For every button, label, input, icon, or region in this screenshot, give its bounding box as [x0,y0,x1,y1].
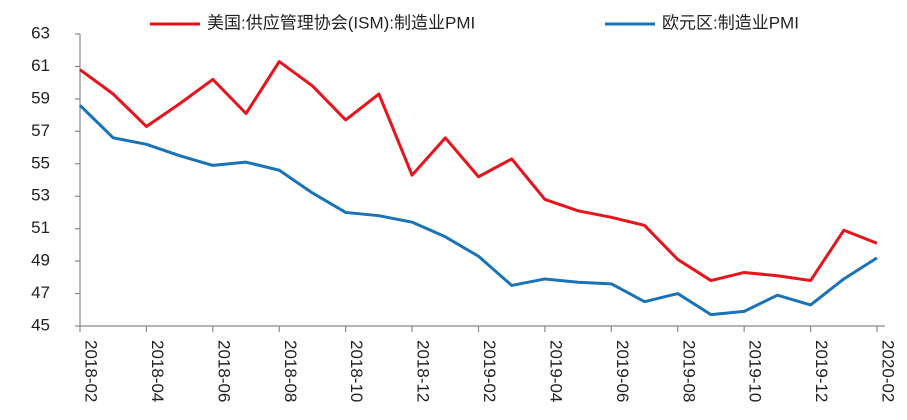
y-tick-label: 61 [31,56,50,75]
x-tick-label: 2018-12 [414,340,433,402]
x-tick-label: 2019-12 [812,340,831,402]
x-tick-label: 2018-02 [82,340,101,402]
y-tick-label: 51 [31,218,50,237]
y-tick-label: 55 [31,153,50,172]
y-tick-label: 49 [31,251,50,270]
x-tick-label: 2018-06 [214,340,233,402]
x-tick-label: 2018-04 [148,340,167,402]
y-tick-label: 59 [31,88,50,107]
legend-label: 美国:供应管理协会(ISM):制造业PMI [207,13,475,32]
y-tick-label: 57 [31,121,50,140]
y-tick-label: 45 [31,315,50,334]
y-tick-label: 63 [31,23,50,42]
series-line [79,60,878,283]
legend-label: 欧元区:制造业PMI [662,13,799,32]
x-tick-label: 2019-02 [480,340,499,402]
x-tick-label: 2018-08 [281,340,300,402]
x-tick-label: 2020-02 [879,340,898,402]
y-tick-label: 53 [31,186,50,205]
x-tick-label: 2019-10 [746,340,765,402]
x-tick-label: 2019-04 [546,340,565,402]
x-tick-label: 2019-08 [679,340,698,402]
series-line [78,104,878,317]
y-tick-label: 47 [31,283,50,302]
x-tick-label: 2018-10 [347,340,366,402]
x-tick-label: 2019-06 [613,340,632,402]
